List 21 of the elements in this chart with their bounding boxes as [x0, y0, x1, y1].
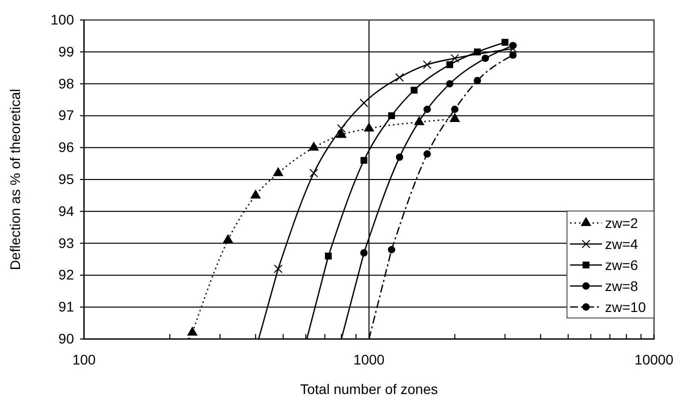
x-axis-title: Total number of zones	[300, 381, 438, 397]
y-tick-label: 96	[58, 139, 74, 156]
legend-label: zw=4	[605, 236, 638, 252]
x-tick-label: 1000	[353, 351, 385, 368]
y-tick-label: 92	[58, 266, 74, 283]
y-tick-label: 94	[58, 202, 74, 219]
legend-label: zw=2	[605, 215, 638, 231]
legend-label: zw=8	[605, 278, 638, 294]
y-tick-label: 99	[58, 43, 74, 60]
y-tick-label: 98	[58, 75, 74, 92]
x-tick-label: 100	[72, 351, 96, 368]
y-tick-label: 93	[58, 234, 74, 251]
y-tick-label: 100	[50, 11, 74, 28]
y-axis-title: Deflection as % of theoretical	[7, 88, 23, 270]
legend-label: zw=6	[605, 257, 638, 273]
y-tick-label: 97	[58, 107, 74, 124]
legend-label: zw=10	[605, 299, 646, 315]
y-tick-label: 95	[58, 170, 74, 187]
y-tick-label: 90	[58, 330, 74, 346]
x-tick-label: 10000	[634, 351, 674, 368]
y-tick-label: 91	[58, 298, 74, 315]
